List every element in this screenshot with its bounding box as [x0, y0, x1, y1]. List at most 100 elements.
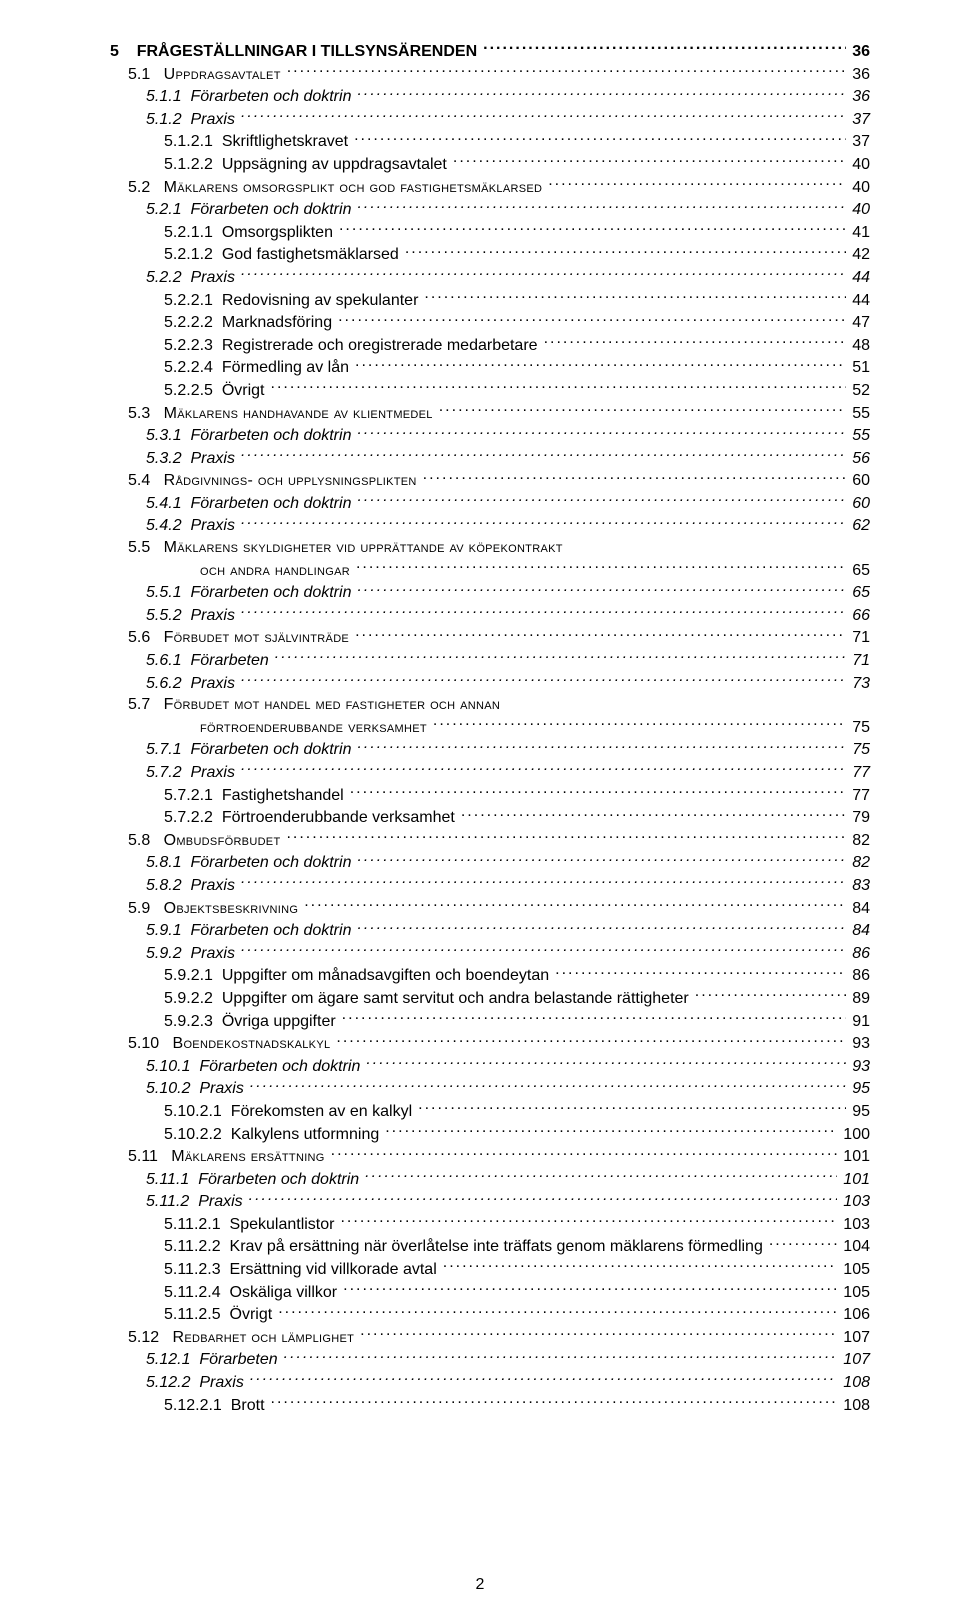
toc-entry: 5.7.2.1 Fastighetshandel77: [164, 784, 870, 807]
toc-label: 5.2.2.1 Redovisning av spekulanter: [164, 290, 424, 312]
toc-pagenum: 36: [846, 64, 870, 86]
toc-pagenum: 91: [846, 1011, 870, 1033]
toc-text: Praxis: [190, 764, 234, 781]
toc-label: 5.11.2.3 Ersättning vid villkorade avtal: [164, 1259, 443, 1281]
toc-text: Omsorgsplikten: [222, 224, 333, 241]
toc-number: 5.9.2.1: [164, 967, 213, 984]
toc-entry: 5.7.1 Förarbeten och doktrin75: [146, 738, 870, 761]
toc-number: 5.2.2.3: [164, 337, 213, 354]
toc-text: Förarbeten och doktrin: [190, 922, 351, 939]
toc-entry: 5.2 Mäklarens omsorgsplikt och god fasti…: [128, 176, 870, 199]
toc-pagenum: 36: [846, 41, 870, 63]
toc-pagenum: 101: [837, 1169, 870, 1191]
toc-pagenum: 107: [837, 1327, 870, 1349]
toc-entry: 5.2.1.2 God fastighetsmäklarsed42: [164, 243, 870, 266]
toc-dots: [278, 1303, 837, 1319]
toc-number: 5.1.2: [146, 111, 182, 128]
toc-text: Kalkylens utformning: [231, 1126, 380, 1143]
toc-dots: [357, 198, 846, 214]
toc-dots: [249, 1190, 838, 1206]
toc-text: Uppgifter om ägare samt servitut och and…: [222, 990, 689, 1007]
toc-dots: [357, 424, 846, 440]
toc-dots: [453, 153, 846, 169]
toc-text: Övrigt: [230, 1306, 273, 1323]
toc-dots: [342, 1010, 847, 1026]
toc-entry: 5.8.2 Praxis83: [146, 874, 870, 897]
toc-pagenum: 55: [846, 403, 870, 425]
toc-text: Praxis: [198, 1193, 242, 1210]
toc-label: 5.7.1 Förarbeten och doktrin: [146, 739, 357, 761]
toc-label: 5.2.2.2 Marknadsföring: [164, 312, 338, 334]
toc-pagenum: 79: [846, 807, 870, 829]
toc-number: 5.9: [128, 900, 150, 917]
toc-entry: 5.11.2.2 Krav på ersättning när överlåte…: [164, 1235, 870, 1258]
toc-number: 5: [110, 43, 119, 60]
toc-number: 5.8.2: [146, 877, 182, 894]
toc-pagenum: 84: [846, 920, 870, 942]
toc-dots: [287, 63, 846, 79]
toc-pagenum: 103: [837, 1191, 870, 1213]
toc-text: Oskäliga villkor: [230, 1284, 338, 1301]
toc-entry: 5.6.1 Förarbeten71: [146, 649, 870, 672]
toc-entry: 5.1.2.1 Skriftlighetskravet37: [164, 130, 870, 153]
toc-label: 5.2.1.1 Omsorgsplikten: [164, 222, 339, 244]
toc-number: 5.11: [128, 1148, 158, 1165]
toc-dots: [357, 85, 846, 101]
toc-entry: 5.11.1 Förarbeten och doktrin 101: [146, 1168, 870, 1191]
toc-dots: [360, 1326, 837, 1342]
toc-number: 5.5.1: [146, 584, 182, 601]
toc-number: 5.6.1: [146, 652, 182, 669]
toc-pagenum: 55: [846, 425, 870, 447]
toc-dots: [339, 221, 846, 237]
toc-dots: [544, 334, 847, 350]
toc-label: 5.11.1 Förarbeten och doktrin: [146, 1169, 365, 1191]
toc-entry: 5.9.2.2 Uppgifter om ägare samt servitut…: [164, 987, 870, 1010]
toc-pagenum: 95: [846, 1078, 870, 1100]
toc-pagenum: 105: [837, 1259, 870, 1281]
toc-dots: [286, 829, 846, 845]
toc-dots: [461, 806, 846, 822]
toc-pagenum: 51: [846, 357, 870, 379]
toc-dots: [241, 514, 846, 530]
page-number: 2: [0, 1576, 960, 1594]
toc-dots: [271, 1394, 838, 1410]
toc-entry: 5.10.1 Förarbeten och doktrin93: [146, 1055, 870, 1078]
toc-entry: 5.3 Mäklarens handhavande av klientmedel…: [128, 402, 870, 425]
toc-entry: 5.5 Mäklarens skyldigheter vid upprättan…: [128, 537, 870, 559]
toc-text: Förarbeten och doktrin: [190, 201, 351, 218]
toc-dots: [241, 942, 846, 958]
toc-dots: [357, 581, 846, 597]
toc-text: Förarbeten och doktrin: [190, 584, 351, 601]
toc-label: 5.8.2 Praxis: [146, 875, 241, 897]
toc-entry: 5.6 Förbudet mot självinträde71: [128, 626, 870, 649]
toc-label: 5.12.2.1 Brott: [164, 1395, 271, 1417]
toc-pagenum: 47: [846, 312, 870, 334]
toc-label: 5.1.2.1 Skriftlighetskravet: [164, 131, 354, 153]
toc-number: 5.7: [128, 696, 150, 713]
toc-number: 5.11.2.1: [164, 1216, 221, 1233]
toc-page: 5 FRÅGESTÄLLNINGAR I TILLSYNSÄRENDEN365.…: [0, 0, 960, 1622]
toc-dots: [365, 1168, 837, 1184]
toc-label: 5.8 Ombudsförbudet: [128, 830, 286, 852]
toc-number: 5.2: [128, 179, 150, 196]
toc-number: 5.4.1: [146, 495, 182, 512]
toc-number: 5.2.2.1: [164, 292, 213, 309]
toc-entry: 5.10.2.1 Förekomsten av en kalkyl95: [164, 1100, 870, 1123]
toc-label: 5.7 Förbudet mot handel med fastigheter …: [128, 694, 506, 716]
toc-entry: 5.2.1.1 Omsorgsplikten41: [164, 221, 870, 244]
toc-number: 5.11.2.3: [164, 1261, 221, 1278]
toc-entry: 5.9.1 Förarbeten och doktrin84: [146, 919, 870, 942]
toc-text: Praxis: [199, 1374, 243, 1391]
toc-pagenum: 36: [846, 86, 870, 108]
toc-entry: 5.12.2 Praxis 108: [146, 1371, 870, 1394]
toc-pagenum: 105: [837, 1282, 870, 1304]
toc-label: 5.11.2 Praxis: [146, 1191, 249, 1213]
toc-entry: 5.12 Redbarhet och lämplighet107: [128, 1326, 870, 1349]
toc-label: 5.12.2 Praxis: [146, 1372, 250, 1394]
toc-number: 5.8.1: [146, 854, 182, 871]
toc-entry: 5.6.2 Praxis73: [146, 672, 870, 695]
toc-entry: 5.11.2.3 Ersättning vid villkorade avtal…: [164, 1258, 870, 1281]
toc-pagenum: 108: [837, 1372, 870, 1394]
toc-dots: [241, 447, 846, 463]
toc-text: Praxis: [190, 675, 234, 692]
